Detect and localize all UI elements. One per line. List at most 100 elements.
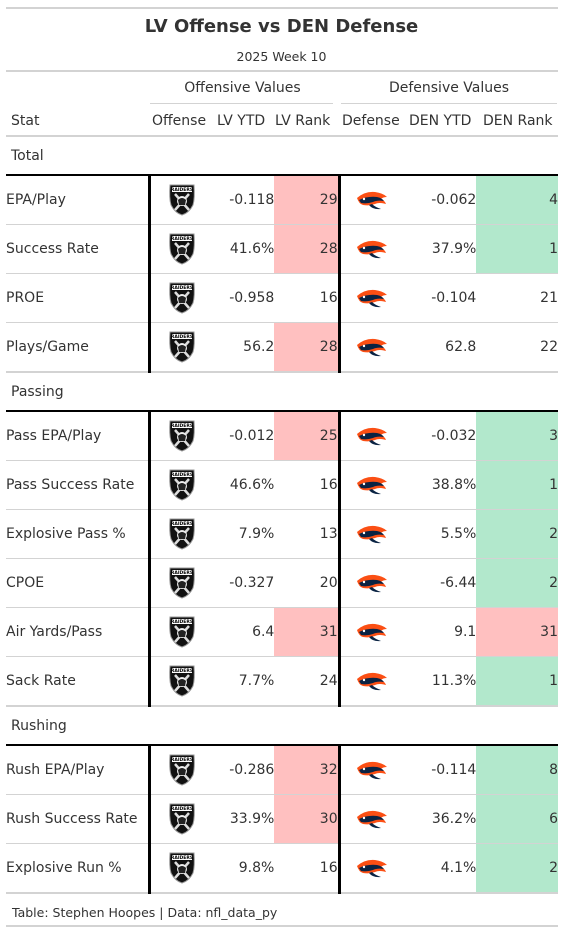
defense-logo-cell [337,607,403,657]
defense-logo-cell [337,224,403,274]
den-ytd-value: 37.9% [402,224,477,274]
lv-ytd-value: 41.6% [213,224,275,274]
stat-name: Explosive Pass % [6,509,150,559]
lv-rank-value: 16 [274,460,340,510]
top-rule [6,7,558,9]
lv-ytd-value: -0.118 [213,175,275,225]
den-ytd-value: -0.062 [402,175,477,225]
defense-logo-cell [337,509,403,559]
den-rank-value: 1 [476,460,558,510]
den-ytd-value: 11.3% [402,656,477,707]
col-header-offense: Offense [152,113,207,129]
defense-logo-cell [337,175,403,225]
stat-name: Plays/Game [6,322,150,373]
stat-name: EPA/Play [6,175,150,225]
offense-logo-cell [147,745,214,795]
defense-logo-cell [337,745,403,795]
stat-name: Pass Success Rate [6,460,150,510]
den-ytd-value: -6.44 [402,558,477,608]
spanner-offensive: Offensive Values [184,80,301,96]
raiders-logo-icon [168,331,196,363]
broncos-logo-icon [356,427,387,446]
defense-logo-cell [337,656,403,707]
table-row: Rush Success Rate 33.9% 30 36.2% 6 [6,794,558,844]
raiders-logo-icon [168,518,196,550]
table-subtitle: 2025 Week 10 [236,49,327,64]
table-row: Plays/Game 56.2 28 62.8 22 [6,322,558,373]
raiders-logo-icon [168,852,196,884]
defense-logo-cell [337,843,403,894]
group-label: Rushing [6,705,558,746]
table-row: Sack Rate 7.7% 24 11.3% 1 [6,656,558,707]
lv-rank-value: 30 [274,794,340,844]
broncos-logo-icon [356,574,387,593]
lv-ytd-value: -0.286 [213,745,275,795]
lv-ytd-value: -0.327 [213,558,275,608]
lv-rank-value: 16 [274,843,340,894]
den-rank-value: 1 [476,224,558,274]
broncos-logo-icon [356,761,387,780]
den-rank-value: 21 [476,273,558,323]
col-header-lv-rank: LV Rank [275,113,331,129]
table-row: Explosive Pass % 7.9% 13 5.5% 2 [6,509,558,559]
offense-logo-cell [147,558,214,608]
den-ytd-value: 4.1% [402,843,477,894]
offense-logo-cell [147,794,214,844]
den-ytd-value: -0.104 [402,273,477,323]
lv-ytd-value: -0.012 [213,411,275,461]
broncos-logo-icon [356,476,387,495]
raiders-logo-icon [168,754,196,786]
lv-rank-value: 13 [274,509,340,559]
offense-logo-cell [147,322,214,373]
raiders-logo-icon [168,803,196,835]
table-title: LV Offense vs DEN Defense [144,16,419,37]
defense-logo-cell [337,794,403,844]
spanner-line-defensive [341,103,557,104]
raiders-logo-icon [168,282,196,314]
defense-logo-cell [337,460,403,510]
den-ytd-value: -0.032 [402,411,477,461]
den-ytd-value: -0.114 [402,745,477,795]
column-header-rule [6,135,558,137]
col-header-den-ytd: DEN YTD [409,113,472,129]
stat-name: Success Rate [6,224,150,274]
defense-logo-cell [337,273,403,323]
table-row: Success Rate 41.6% 28 37.9% 1 [6,224,558,274]
group-label: Total [6,137,558,176]
offense-logo-cell [147,607,214,657]
den-ytd-value: 9.1 [402,607,477,657]
table-row: Explosive Run % 9.8% 16 4.1% 2 [6,843,558,894]
den-rank-value: 2 [476,509,558,559]
lv-ytd-value: 7.7% [213,656,275,707]
offense-logo-cell [147,509,214,559]
lv-ytd-value: 7.9% [213,509,275,559]
lv-rank-value: 24 [274,656,340,707]
stat-name: CPOE [6,558,150,608]
broncos-logo-icon [356,338,387,357]
raiders-logo-icon [168,420,196,452]
offense-logo-cell [147,411,214,461]
defense-logo-cell [337,411,403,461]
stat-name: Air Yards/Pass [6,607,150,657]
den-rank-value: 2 [476,558,558,608]
raiders-logo-icon [168,567,196,599]
offense-logo-cell [147,224,214,274]
broncos-logo-icon [356,623,387,642]
broncos-logo-icon [356,859,387,878]
table-row: EPA/Play -0.118 29 -0.062 4 [6,175,558,225]
broncos-logo-icon [356,525,387,544]
group-row: Total [6,137,558,176]
lv-ytd-value: 46.6% [213,460,275,510]
stat-name: PROE [6,273,150,323]
broncos-logo-icon [356,810,387,829]
col-header-lv-ytd: LV YTD [217,113,266,129]
den-rank-value: 22 [476,322,558,373]
lv-ytd-value: -0.958 [213,273,275,323]
offense-logo-cell [147,460,214,510]
stat-name: Rush EPA/Play [6,745,150,795]
lv-rank-value: 32 [274,745,340,795]
den-rank-value: 2 [476,843,558,894]
stats-table: Total EPA/Play -0.118 29 -0.062 4 Success Rate… [6,137,558,894]
lv-rank-value: 25 [274,411,340,461]
